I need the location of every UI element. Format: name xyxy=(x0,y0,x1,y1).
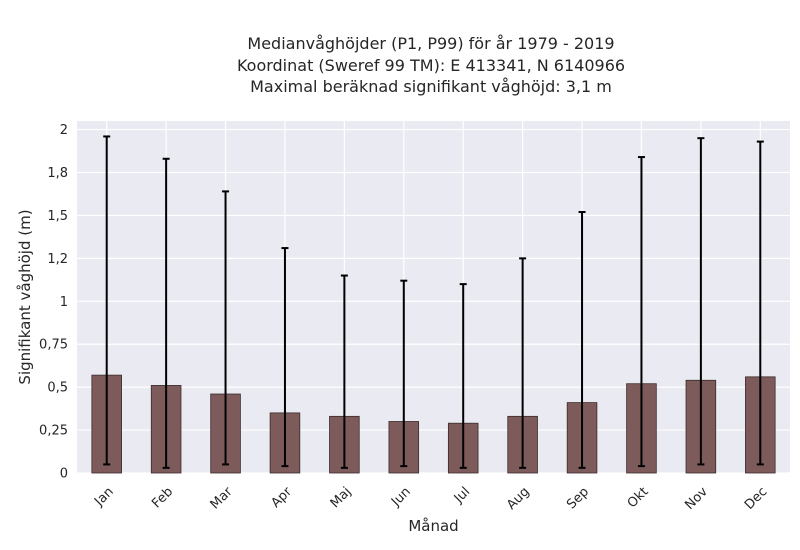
y-tick-label: 1,5 xyxy=(47,209,68,224)
chart-title-line-3: Maximal beräknad signifikant våghöjd: 3,… xyxy=(250,77,612,96)
x-tick-label-apr: Apr xyxy=(268,484,295,511)
x-tick-label-nov: Nov xyxy=(682,484,711,513)
chart-title: Medianvåghöjder (P1, P99) för år 1979 - … xyxy=(0,33,800,98)
y-tick-labels: 0 0,25 0,5 0,75 1 1,2 1,5 1,8 2 xyxy=(39,123,68,481)
x-tick-label-jul: Jul xyxy=(451,484,473,506)
y-tick-label: 0,75 xyxy=(39,338,68,353)
error-bars xyxy=(103,135,764,469)
x-tick-label-okt: Okt xyxy=(625,484,652,511)
x-axis-label: Månad xyxy=(408,517,458,535)
y-tick-label: 0 xyxy=(60,467,68,482)
y-tick-label: 1,8 xyxy=(47,166,68,181)
x-tick-label-maj: Maj xyxy=(328,484,355,511)
plot-area xyxy=(77,121,790,473)
y-tick-label: 2 xyxy=(60,123,68,138)
x-tick-labels: Jan Feb Mar Apr Maj Jun Jul Aug Sep Okt Nov Dec xyxy=(91,484,770,513)
chart-title-line-2: Koordinat (Sweref 99 TM): E 413341, N 61… xyxy=(236,55,626,75)
chart-title-line-1: Medianvåghöjder (P1, P99) för år 1979 - … xyxy=(247,34,615,53)
y-tick-label: 0,25 xyxy=(39,424,68,439)
x-tick-label-feb: Feb xyxy=(149,484,176,511)
y-tick-label: 1 xyxy=(60,295,68,310)
x-tick-label-mar: Mar xyxy=(208,484,236,512)
x-tick-label-dec: Dec xyxy=(742,484,770,512)
x-tick-label-aug: Aug xyxy=(504,484,533,513)
y-tick-label: 0,5 xyxy=(47,381,68,396)
x-tick-label-jun: Jun xyxy=(388,484,414,510)
y-axis-label: Signifikant våghöjd (m) xyxy=(16,209,34,384)
x-tick-label-sep: Sep xyxy=(564,484,592,512)
y-tick-label: 1,2 xyxy=(47,252,68,267)
x-tick-label-jan: Jan xyxy=(91,484,116,509)
